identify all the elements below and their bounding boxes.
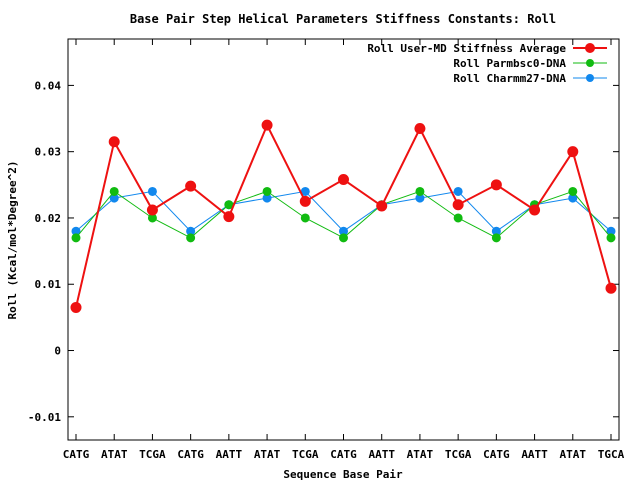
plot-area: -0.01 0 0.01 0.02 0.03 0.04 CATG ATAT TCGA CATG AA… bbox=[28, 38, 625, 461]
y-tick-label: 0.01 bbox=[35, 278, 62, 291]
y-tick-label: 0.02 bbox=[35, 212, 62, 225]
data-point bbox=[70, 301, 82, 313]
y-axis-label: Roll (Kcal/mol*Degree^2) bbox=[6, 161, 19, 320]
data-point bbox=[185, 180, 197, 192]
y-tick-label: 0.03 bbox=[35, 146, 62, 159]
data-point bbox=[606, 233, 616, 243]
x-tick-label: AATT bbox=[216, 448, 243, 461]
x-tick-label: CATG bbox=[483, 448, 510, 461]
x-tick-label: ATAT bbox=[560, 448, 587, 461]
x-tick-label: ATAT bbox=[101, 448, 128, 461]
x-tick-label: TCGA bbox=[139, 448, 166, 461]
x-tick-label: CATG bbox=[177, 448, 204, 461]
x-tick-label: CATG bbox=[63, 448, 90, 461]
data-point bbox=[453, 186, 463, 196]
data-point bbox=[339, 233, 348, 243]
data-point bbox=[568, 186, 578, 196]
data-point bbox=[338, 174, 349, 186]
x-tick-label: AATT bbox=[368, 448, 395, 461]
x-tick-label: ATAT bbox=[407, 448, 434, 461]
x-axis-label: Sequence Base Pair bbox=[283, 468, 403, 480]
data-point bbox=[376, 200, 388, 212]
x-tick-label: AATT bbox=[521, 448, 548, 461]
data-point bbox=[567, 146, 579, 158]
y-tick-label: 0 bbox=[54, 345, 61, 358]
data-point bbox=[415, 186, 425, 196]
data-point bbox=[147, 186, 157, 196]
data-point bbox=[605, 282, 617, 294]
x-tick-label: TCGA bbox=[292, 448, 319, 461]
x-tick-label: TGCA bbox=[598, 448, 625, 461]
data-point bbox=[146, 204, 158, 216]
data-point bbox=[491, 233, 501, 243]
data-point bbox=[414, 122, 426, 134]
y-tick-label: -0.01 bbox=[28, 411, 61, 424]
data-point bbox=[529, 204, 541, 216]
data-point bbox=[452, 199, 464, 211]
legend-label: Roll Parmbsc0-DNA bbox=[453, 57, 566, 70]
data-point bbox=[490, 179, 502, 191]
legend-label: Roll User-MD Stiffness Average bbox=[367, 42, 566, 55]
x-tick-label: CATG bbox=[330, 448, 357, 461]
data-point bbox=[186, 233, 196, 243]
data-point bbox=[262, 186, 272, 196]
legend-swatch-marker bbox=[585, 43, 595, 53]
legend-label: Roll Charmm27-DNA bbox=[453, 72, 566, 85]
legend-swatch-marker bbox=[586, 59, 594, 67]
x-tick-label: ATAT bbox=[254, 448, 281, 461]
data-point bbox=[223, 211, 235, 223]
data-point bbox=[299, 195, 311, 207]
chart-title: Base Pair Step Helical Parameters Stiffn… bbox=[130, 12, 556, 26]
data-point bbox=[453, 213, 463, 223]
x-tick-label: TCGA bbox=[445, 448, 472, 461]
data-point bbox=[261, 119, 273, 131]
y-tick-label: 0.04 bbox=[35, 79, 62, 92]
data-point bbox=[108, 136, 120, 148]
legend-swatch-marker bbox=[586, 74, 594, 82]
data-point bbox=[109, 186, 119, 196]
data-point bbox=[300, 213, 310, 223]
data-point bbox=[71, 233, 81, 243]
